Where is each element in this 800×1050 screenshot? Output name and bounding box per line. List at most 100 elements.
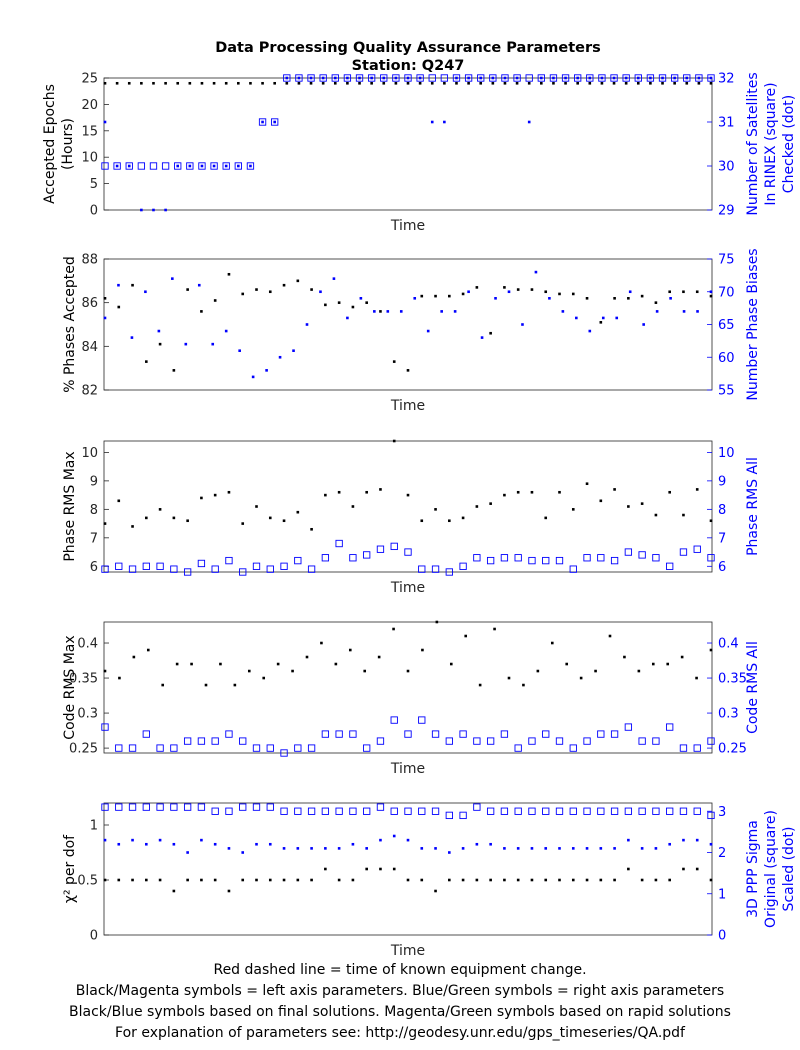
left-tick-label: 84 — [81, 340, 98, 355]
data-marker-dot — [649, 76, 652, 80]
data-marker-square — [321, 807, 330, 815]
data-marker-dot — [103, 81, 107, 85]
data-marker-square — [658, 74, 667, 82]
data-marker-dot — [613, 847, 616, 850]
data-marker-square — [583, 807, 591, 815]
data-marker-square — [234, 162, 242, 170]
data-marker-dot — [324, 303, 327, 307]
data-marker-dot — [176, 81, 180, 85]
left-tick-label: 0.3 — [77, 707, 98, 722]
data-marker-dot — [103, 878, 107, 882]
data-marker-dot — [268, 878, 272, 882]
left-tick-label: 7 — [90, 531, 98, 546]
data-marker-dot — [321, 76, 325, 80]
data-marker-square — [569, 807, 577, 815]
right-tick-label: 29 — [718, 204, 735, 219]
data-marker-dot — [131, 283, 134, 287]
data-marker-dot — [536, 669, 540, 673]
data-marker-dot — [227, 847, 231, 850]
right-tick-label: 10 — [718, 446, 735, 461]
data-marker-dot — [654, 513, 658, 517]
data-marker-square — [363, 551, 371, 559]
data-marker-square — [125, 162, 133, 170]
right-tick-label: 75 — [718, 253, 735, 268]
data-marker-dot — [324, 867, 327, 871]
data-marker-dot — [332, 277, 336, 280]
data-marker-square — [428, 74, 436, 82]
data-marker-square — [295, 74, 303, 82]
data-marker-square — [113, 162, 121, 170]
data-marker-dot — [130, 336, 134, 339]
data-marker-dot — [516, 878, 520, 882]
data-marker-square — [624, 723, 633, 731]
data-marker-square — [652, 554, 660, 562]
data-marker-dot — [600, 76, 604, 80]
panel-5: 0 0.5 1 0 1 2 3 Time χ² per dof 3D PPP Sigma Origi… — [62, 802, 797, 959]
footer-line-1: Red dashed line = time of known equipmen… — [213, 962, 587, 978]
data-marker-square — [349, 554, 357, 562]
data-marker-square — [142, 803, 150, 811]
right-tick-label: 0.4 — [718, 637, 739, 652]
data-marker-square — [473, 737, 481, 745]
data-marker-dot — [601, 316, 605, 320]
data-marker-dot — [640, 847, 644, 850]
data-marker-square — [390, 807, 398, 815]
data-marker-dot — [406, 878, 410, 882]
data-marker-dot — [521, 323, 524, 326]
data-marker-dot — [103, 316, 107, 320]
data-marker-dot — [443, 81, 446, 85]
data-marker-dot — [696, 310, 699, 313]
data-marker-square — [679, 744, 688, 752]
data-marker-square — [363, 807, 371, 815]
data-marker-square — [624, 807, 633, 815]
data-marker-dot — [413, 297, 417, 300]
left-tick-label: 1 — [90, 819, 98, 834]
data-marker-dot — [158, 342, 162, 346]
data-marker-dot — [152, 208, 155, 212]
right-tick-label: 0 — [718, 929, 726, 944]
data-marker-dot — [530, 288, 534, 291]
data-marker-dot — [285, 76, 289, 80]
right-tick-label: 6 — [718, 560, 726, 575]
data-marker-square — [569, 744, 577, 752]
data-marker-dot — [461, 847, 465, 850]
data-marker-dot — [682, 838, 685, 842]
left-tick-label: 10 — [81, 151, 98, 166]
data-marker-square — [183, 803, 192, 811]
data-marker-dot — [305, 655, 309, 659]
data-marker-dot — [103, 669, 107, 673]
data-marker-dot — [503, 493, 506, 497]
data-marker-dot — [197, 283, 201, 287]
data-marker-dot — [709, 519, 713, 523]
right-axis-label: Phase RMS All — [745, 457, 761, 556]
data-marker-square — [693, 545, 701, 553]
data-marker-dot — [588, 81, 592, 85]
data-marker-dot — [282, 283, 286, 287]
data-marker-dot — [637, 669, 641, 673]
data-marker-dot — [448, 294, 451, 298]
data-marker-square — [569, 565, 577, 573]
left-axis-label: Phase RMS Max — [62, 451, 78, 561]
right-axis-label: Number of Satellites — [745, 72, 761, 215]
data-marker-dot — [261, 81, 264, 85]
data-marker-square — [225, 807, 233, 815]
left-tick-label: 88 — [81, 253, 98, 268]
data-marker-dot — [585, 297, 589, 300]
right-axis-label: 3D PPP Sigma — [745, 820, 761, 918]
data-marker-square — [500, 807, 509, 815]
x-axis-label: Time — [390, 761, 425, 777]
data-marker-square — [598, 74, 606, 82]
data-marker-dot — [695, 676, 698, 680]
data-marker-dot — [261, 120, 264, 124]
data-marker-dot — [448, 851, 451, 854]
data-marker-square — [198, 162, 206, 170]
data-marker-square — [610, 556, 619, 565]
data-marker-dot — [186, 878, 189, 882]
data-marker-dot — [171, 277, 174, 280]
data-marker-dot — [461, 516, 465, 520]
data-marker-dot — [588, 76, 592, 80]
data-marker-square — [101, 162, 109, 170]
data-marker-dot — [320, 641, 323, 645]
data-marker-dot — [337, 490, 341, 494]
